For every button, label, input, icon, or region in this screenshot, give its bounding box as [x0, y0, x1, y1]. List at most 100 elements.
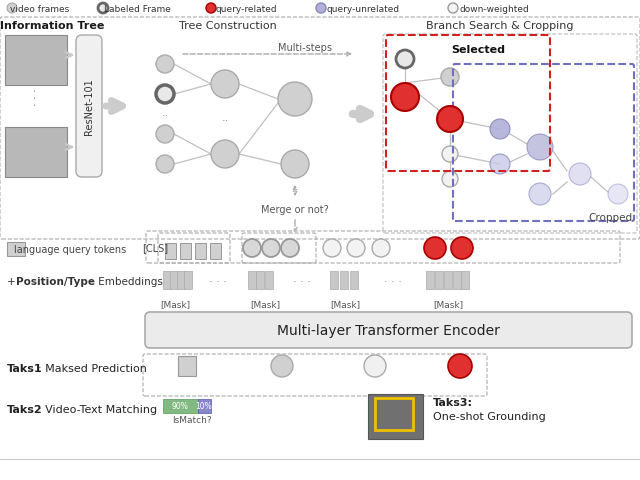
Text: Tree Construction: Tree Construction	[179, 21, 277, 31]
Text: [Mask]: [Mask]	[250, 300, 280, 309]
Text: [CLS]: [CLS]	[142, 242, 168, 252]
Circle shape	[424, 238, 446, 260]
Circle shape	[211, 141, 239, 168]
Circle shape	[156, 56, 174, 74]
Text: video frames: video frames	[10, 4, 70, 13]
Circle shape	[278, 83, 312, 117]
Circle shape	[262, 240, 280, 257]
Text: Taks3:: Taks3:	[433, 397, 473, 407]
Circle shape	[156, 126, 174, 144]
Bar	[170, 271, 178, 289]
Circle shape	[316, 4, 326, 14]
Circle shape	[442, 172, 458, 188]
Text: ..: ..	[221, 113, 228, 123]
Bar	[178, 356, 196, 376]
Text: Cropped: Cropped	[588, 213, 632, 223]
Circle shape	[211, 71, 239, 99]
Circle shape	[569, 164, 591, 186]
Bar	[435, 271, 443, 289]
Bar	[165, 243, 176, 260]
Circle shape	[448, 354, 472, 378]
Circle shape	[490, 155, 510, 175]
Text: Selected: Selected	[451, 45, 505, 55]
Text: down-weighted: down-weighted	[459, 4, 529, 13]
Circle shape	[347, 240, 365, 257]
Bar	[195, 243, 206, 260]
Bar	[163, 399, 198, 413]
Circle shape	[323, 240, 341, 257]
Text: Merge or not?: Merge or not?	[261, 204, 329, 215]
Text: One-shot Grounding: One-shot Grounding	[433, 411, 546, 421]
Text: Multi-steps: Multi-steps	[278, 43, 332, 53]
Bar	[350, 271, 358, 289]
Circle shape	[281, 240, 299, 257]
Text: language query tokens: language query tokens	[14, 244, 126, 254]
Text: Multi-layer Transformer Encoder: Multi-layer Transformer Encoder	[276, 324, 499, 337]
Text: 90%: 90%	[172, 402, 188, 411]
Circle shape	[206, 4, 216, 14]
Circle shape	[372, 240, 390, 257]
Circle shape	[396, 51, 414, 69]
Circle shape	[437, 107, 463, 133]
Circle shape	[448, 4, 458, 14]
FancyBboxPatch shape	[145, 312, 632, 348]
Circle shape	[441, 69, 459, 87]
Circle shape	[156, 156, 174, 174]
Circle shape	[7, 4, 17, 14]
Circle shape	[364, 355, 386, 377]
Text: query-related: query-related	[215, 4, 277, 13]
Bar	[184, 271, 192, 289]
Bar	[368, 394, 423, 439]
Text: 10%: 10%	[196, 402, 212, 411]
Circle shape	[156, 86, 174, 104]
Bar	[426, 271, 434, 289]
Text: [Mask]: [Mask]	[433, 300, 463, 309]
Bar	[461, 271, 469, 289]
Bar	[7, 242, 25, 256]
Text: Embeddings: Embeddings	[95, 276, 163, 287]
Circle shape	[527, 135, 553, 161]
Bar	[180, 243, 191, 260]
Bar	[340, 271, 348, 289]
Text: Taks2: Taks2	[7, 404, 43, 414]
Bar	[375, 398, 413, 430]
Circle shape	[608, 185, 628, 204]
Bar	[5, 128, 67, 178]
Text: query-unrelated: query-unrelated	[326, 4, 399, 13]
Circle shape	[442, 147, 458, 163]
Text: : Maksed Prediction: : Maksed Prediction	[38, 363, 147, 373]
Bar	[210, 243, 221, 260]
Text: Taks1: Taks1	[7, 363, 43, 373]
Text: [Mask]: [Mask]	[160, 300, 190, 309]
Bar	[248, 271, 256, 289]
Circle shape	[271, 355, 293, 377]
Text: ResNet-101: ResNet-101	[84, 78, 94, 135]
Bar	[163, 271, 171, 289]
Bar	[330, 271, 338, 289]
Text: Branch Search & Cropping: Branch Search & Cropping	[426, 21, 573, 31]
Bar	[198, 399, 211, 413]
Circle shape	[243, 240, 261, 257]
Circle shape	[391, 84, 419, 112]
Text: [Mask]: [Mask]	[330, 300, 360, 309]
Circle shape	[281, 151, 309, 179]
Text: · · ·: · · ·	[31, 88, 41, 106]
Bar	[177, 271, 185, 289]
Circle shape	[529, 184, 551, 205]
Bar	[265, 271, 273, 289]
Text: Position/Type: Position/Type	[16, 276, 95, 287]
FancyBboxPatch shape	[76, 36, 102, 178]
Text: : Video-Text Matching: : Video-Text Matching	[38, 404, 157, 414]
Text: Information Tree: Information Tree	[0, 21, 104, 31]
Bar	[444, 271, 452, 289]
Text: +: +	[7, 276, 19, 287]
Text: · · ·: · · ·	[293, 276, 311, 287]
Circle shape	[490, 120, 510, 140]
Circle shape	[451, 238, 473, 260]
Text: · · ·: · · ·	[209, 276, 227, 287]
Text: Labeled Frame: Labeled Frame	[104, 4, 170, 13]
Text: · · ·: · · ·	[384, 276, 402, 287]
Circle shape	[98, 4, 108, 14]
Bar	[453, 271, 461, 289]
Text: ..: ..	[161, 108, 168, 118]
